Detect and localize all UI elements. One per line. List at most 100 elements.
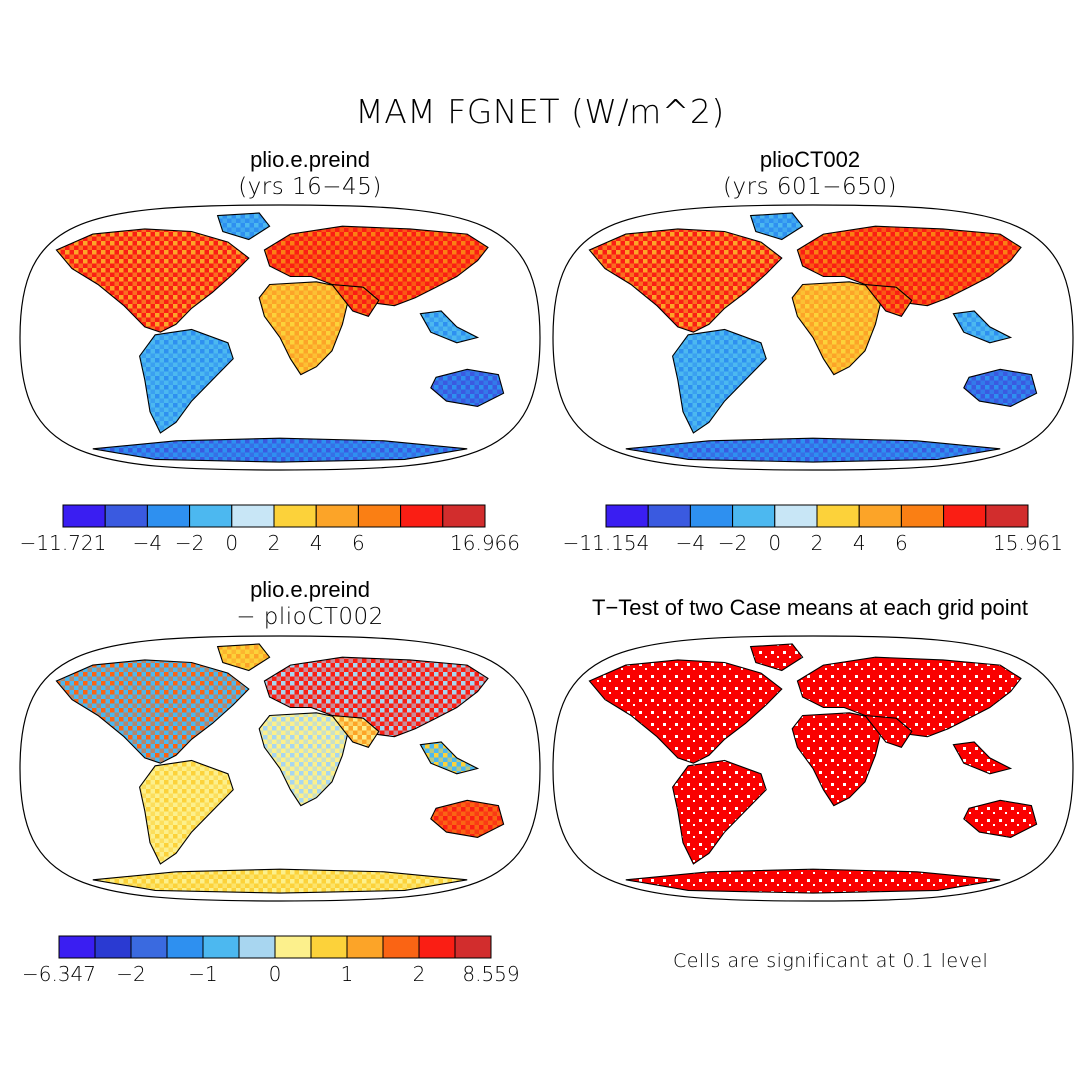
eurasia-region xyxy=(796,225,1022,307)
colorbar-box-2 xyxy=(146,504,191,528)
colorbar-box-1 xyxy=(647,504,691,528)
colorbar-label: −2 xyxy=(174,531,205,555)
colorbar-box-9 xyxy=(442,504,486,528)
antarctica-region xyxy=(92,437,468,463)
panel3-subtitle: − plioCT002 xyxy=(236,604,384,630)
arabia-india-region xyxy=(330,283,380,317)
map-frame xyxy=(19,204,541,471)
colorbar-box-4 xyxy=(774,504,818,528)
colorbar-label: 15.961 xyxy=(993,531,1063,555)
north-america-region xyxy=(55,228,250,333)
north-america-region xyxy=(588,228,783,333)
south-america-region xyxy=(139,328,234,434)
panel4-title: T−Test of two Case means at each grid po… xyxy=(592,595,1028,620)
eurasia-region xyxy=(796,656,1022,738)
colorbar-label: 16.966 xyxy=(450,531,520,555)
colorbar-box-1 xyxy=(94,935,132,959)
south-america-region xyxy=(672,759,767,865)
figure-title: MAM FGNET (W/m^2) xyxy=(355,92,725,131)
panel1-map xyxy=(19,204,541,471)
greenland-region xyxy=(216,212,271,241)
arabia-india-region xyxy=(330,714,380,748)
colorbar-label: −1 xyxy=(188,962,218,986)
greenland-region xyxy=(749,212,804,241)
colorbar-box-5 xyxy=(816,504,860,528)
panel1-colorbar xyxy=(62,504,486,528)
colorbar-box-8 xyxy=(943,504,987,528)
colorbar-box-2 xyxy=(130,935,168,959)
colorbar-label: 0 xyxy=(768,531,782,555)
colorbar-box-9 xyxy=(985,504,1029,528)
colorbar-label: −11.721 xyxy=(19,531,107,555)
panel2-title: plioCT002 xyxy=(759,147,861,172)
colorbar-label: 6 xyxy=(352,531,365,555)
colorbar-box-10 xyxy=(418,935,456,959)
colorbar-label: 2 xyxy=(267,531,281,555)
colorbar-box-6 xyxy=(274,935,312,959)
panel2-colorbar xyxy=(605,504,1029,528)
colorbar-box-7 xyxy=(900,504,945,528)
significance-note: Cells are significant at 0.1 level xyxy=(673,950,989,972)
map-frame xyxy=(552,204,1074,471)
colorbar-label: −2 xyxy=(116,962,146,986)
panel3-title: plio.e.preind xyxy=(250,577,370,602)
panel3-colorbar xyxy=(58,935,492,959)
colorbar-box-11 xyxy=(454,935,492,959)
colorbar-box-4 xyxy=(231,504,275,528)
colorbar-label: −4 xyxy=(132,531,163,555)
colorbar-box-1 xyxy=(104,504,148,528)
colorbar-box-8 xyxy=(400,504,444,528)
australia-region xyxy=(963,368,1038,407)
arabia-india-region xyxy=(863,714,913,748)
colorbar-box-6 xyxy=(315,504,359,528)
colorbar-label: 6 xyxy=(895,531,908,555)
australia-region xyxy=(430,368,505,407)
se-asia-region xyxy=(419,741,480,775)
antarctica-region xyxy=(625,437,1001,463)
colorbar-box-3 xyxy=(732,504,776,528)
colorbar-box-2 xyxy=(689,504,734,528)
se-asia-region xyxy=(419,310,480,344)
north-america-region xyxy=(55,659,250,764)
panel2-subtitle: (yrs 601−650) xyxy=(723,174,897,200)
colorbar-label: −2 xyxy=(717,531,748,555)
colorbar-label: −6.347 xyxy=(21,962,97,986)
colorbar-box-3 xyxy=(166,935,204,959)
colorbar-label: 4 xyxy=(309,531,323,555)
colorbar-box-8 xyxy=(346,935,384,959)
colorbar-label: 0 xyxy=(268,962,282,986)
colorbar-box-3 xyxy=(189,504,233,528)
colorbar-label: 1 xyxy=(340,962,354,986)
colorbar-box-6 xyxy=(858,504,902,528)
panel4-map xyxy=(552,635,1074,902)
colorbar-box-0 xyxy=(58,935,96,959)
australia-region xyxy=(963,799,1038,838)
antarctica-region xyxy=(92,868,468,894)
se-asia-region xyxy=(952,741,1013,775)
se-asia-region xyxy=(952,310,1013,344)
north-america-region xyxy=(588,659,783,764)
colorbar-label: −4 xyxy=(675,531,706,555)
colorbar-box-5 xyxy=(238,935,276,959)
panel3-map xyxy=(19,635,541,902)
panel2-map xyxy=(552,204,1074,471)
panel1-title: plio.e.preind xyxy=(250,147,370,172)
colorbar-box-7 xyxy=(357,504,402,528)
colorbar-box-5 xyxy=(273,504,317,528)
colorbar-box-4 xyxy=(202,935,240,959)
colorbar-label: 8.559 xyxy=(462,962,520,986)
colorbar-label: 0 xyxy=(225,531,239,555)
south-america-region xyxy=(672,328,767,434)
eurasia-region xyxy=(263,656,489,738)
arabia-india-region xyxy=(863,283,913,317)
colorbar-label: 2 xyxy=(810,531,824,555)
greenland-region xyxy=(216,643,271,672)
antarctica-region xyxy=(625,868,1001,894)
eurasia-region xyxy=(263,225,489,307)
australia-region xyxy=(430,799,505,838)
colorbar-label: 2 xyxy=(412,962,426,986)
colorbar-label: 4 xyxy=(852,531,866,555)
colorbar-label: −11.154 xyxy=(562,531,650,555)
colorbar-box-9 xyxy=(382,935,420,959)
